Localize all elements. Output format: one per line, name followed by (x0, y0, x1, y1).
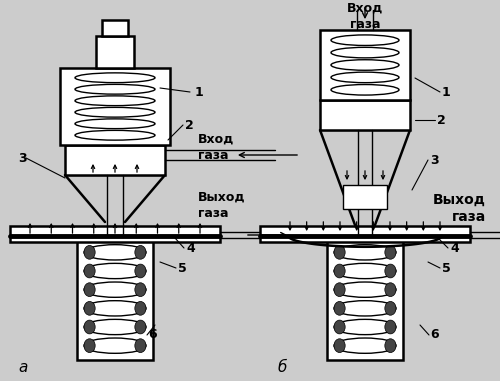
Bar (343, 185, 387, 209)
Bar (260, 226, 470, 242)
Text: Выход
газа: Выход газа (198, 190, 246, 219)
Ellipse shape (331, 35, 399, 45)
Text: 2: 2 (185, 118, 194, 131)
Ellipse shape (84, 283, 95, 296)
Ellipse shape (84, 301, 95, 315)
Ellipse shape (135, 264, 146, 278)
Bar (77, 230, 153, 360)
Ellipse shape (84, 245, 146, 260)
Ellipse shape (84, 319, 146, 335)
Text: 4: 4 (186, 242, 195, 255)
Bar (10, 226, 220, 242)
Ellipse shape (334, 339, 345, 352)
Ellipse shape (84, 320, 95, 334)
Ellipse shape (334, 319, 396, 335)
Ellipse shape (75, 96, 155, 106)
Ellipse shape (334, 283, 345, 296)
Ellipse shape (84, 282, 146, 297)
Ellipse shape (75, 84, 155, 94)
Ellipse shape (334, 301, 396, 316)
Bar (327, 230, 403, 360)
Text: 5: 5 (442, 261, 451, 274)
Text: 6: 6 (148, 328, 156, 341)
Text: 3: 3 (18, 152, 26, 165)
Ellipse shape (334, 245, 345, 259)
Ellipse shape (84, 263, 146, 279)
Ellipse shape (334, 264, 345, 278)
Bar (102, 20, 128, 36)
Ellipse shape (385, 301, 396, 315)
Ellipse shape (331, 72, 399, 83)
Ellipse shape (334, 245, 396, 260)
Text: Выход
газа: Выход газа (433, 192, 486, 224)
Ellipse shape (331, 85, 399, 95)
Bar (320, 100, 410, 130)
Ellipse shape (135, 320, 146, 334)
Text: 5: 5 (178, 261, 187, 274)
Text: 1: 1 (195, 85, 204, 99)
Text: Вход
газа: Вход газа (198, 133, 234, 162)
Text: 6: 6 (430, 328, 438, 341)
Text: 4: 4 (450, 242, 459, 255)
Text: Вход
газа: Вход газа (347, 2, 383, 31)
Bar (96, 36, 134, 68)
Ellipse shape (135, 339, 146, 352)
Ellipse shape (135, 283, 146, 296)
Bar (320, 30, 410, 100)
Ellipse shape (84, 339, 95, 352)
Ellipse shape (385, 320, 396, 334)
Ellipse shape (84, 338, 146, 353)
Ellipse shape (84, 301, 146, 316)
Ellipse shape (135, 301, 146, 315)
Ellipse shape (75, 73, 155, 83)
Ellipse shape (75, 130, 155, 140)
Ellipse shape (334, 301, 345, 315)
Ellipse shape (75, 107, 155, 117)
Ellipse shape (135, 245, 146, 259)
Bar (65, 145, 165, 175)
Text: а: а (18, 360, 28, 376)
Text: б: б (278, 360, 287, 376)
Ellipse shape (334, 263, 396, 279)
Ellipse shape (331, 60, 399, 70)
Ellipse shape (385, 283, 396, 296)
Ellipse shape (385, 245, 396, 259)
Text: 3: 3 (430, 154, 438, 166)
Text: 1: 1 (442, 85, 451, 99)
Ellipse shape (84, 245, 95, 259)
Ellipse shape (334, 338, 396, 353)
Ellipse shape (331, 47, 399, 58)
Ellipse shape (75, 119, 155, 129)
Ellipse shape (385, 264, 396, 278)
Bar (60, 68, 170, 145)
Text: 2: 2 (437, 114, 446, 126)
Ellipse shape (334, 320, 345, 334)
Ellipse shape (334, 282, 396, 297)
Ellipse shape (84, 264, 95, 278)
Ellipse shape (385, 339, 396, 352)
